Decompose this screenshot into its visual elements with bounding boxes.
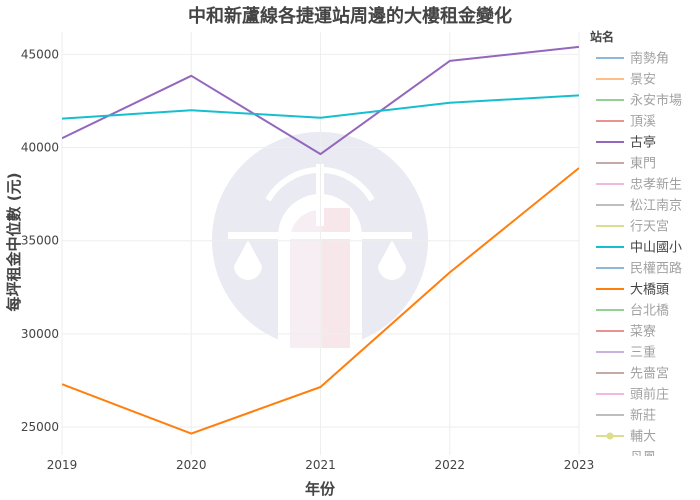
x-tick-label: 2020 (176, 458, 207, 472)
x-tick-label: 2019 (47, 458, 78, 472)
y-tick-label: 30000 (21, 327, 59, 341)
legend-item[interactable]: 行天宮 (596, 219, 669, 235)
legend-item[interactable]: 東門 (596, 156, 656, 172)
legend-label: 永安市場 (630, 93, 682, 109)
legend-label: 忠孝新生 (630, 177, 682, 193)
series-line-9 (62, 94, 579, 120)
legend-label: 丹鳳 (630, 451, 656, 466)
legend-label: 古亭 (630, 135, 656, 151)
legend-item[interactable]: 南勢角 (596, 51, 669, 67)
legend-item[interactable]: 忠孝新生 (596, 177, 682, 193)
legend-item[interactable]: 永安市場 (596, 93, 682, 109)
legend-item[interactable]: 中山國小 (596, 241, 682, 256)
legend-item[interactable]: 頂溪 (596, 115, 656, 130)
legend-item[interactable]: 松江南京 (596, 198, 682, 214)
x-tick-label: 2022 (434, 458, 465, 472)
legend-label: 中山國小 (630, 241, 682, 256)
y-tick-label: 35000 (21, 234, 59, 248)
legend-label: 先嗇宮 (630, 366, 669, 382)
y-axis-label: 每坪租金中位數 (元) (5, 173, 23, 312)
legend-marker (606, 432, 614, 440)
legend-item[interactable]: 丹鳳 (596, 451, 656, 466)
legend-label: 三重 (630, 345, 656, 361)
plot-area (62, 45, 579, 435)
legend-label: 菜寮 (630, 324, 656, 340)
legend-label: 松江南京 (630, 198, 682, 214)
series-line-4 (62, 45, 579, 156)
legend-title: 站名 (590, 29, 614, 44)
chart-title: 中和新蘆線各捷運站周邊的大樓租金變化 (188, 5, 512, 27)
legend-item[interactable]: 先嗇宮 (596, 366, 669, 382)
gridlines (61, 32, 580, 455)
legend-label: 民權西路 (630, 261, 682, 277)
y-tick-label: 45000 (21, 47, 59, 61)
legend-label: 輔大 (630, 430, 656, 445)
y-axis: 25000 30000 35000 40000 45000 (21, 47, 59, 434)
legend: 站名 南勢角景安永安市場頂溪古亭東門忠孝新生松江南京行天宮中山國小民權西路大橋頭… (590, 29, 682, 466)
series-line-11 (62, 167, 579, 435)
legend-item[interactable]: 古亭 (596, 135, 656, 151)
legend-item[interactable]: 菜寮 (596, 324, 656, 340)
legend-item[interactable]: 民權西路 (596, 261, 682, 277)
legend-item[interactable]: 景安 (596, 73, 656, 88)
legend-item[interactable]: 輔大 (596, 430, 656, 445)
x-axis-label: 年份 (305, 480, 336, 498)
x-axis: 2019 2020 2021 2022 2023 (47, 458, 595, 472)
y-tick-label: 25000 (21, 420, 59, 434)
legend-label: 頭前庄 (630, 387, 669, 403)
legend-label: 大橋頭 (630, 283, 669, 298)
y-tick-label: 40000 (21, 141, 59, 155)
legend-label: 東門 (630, 156, 656, 172)
legend-item[interactable]: 台北橋 (596, 304, 669, 319)
legend-label: 行天宮 (630, 219, 669, 235)
legend-label: 台北橋 (630, 304, 669, 319)
legend-label: 新莊 (630, 408, 656, 424)
legend-item[interactable]: 新莊 (596, 408, 656, 424)
legend-label: 南勢角 (630, 51, 669, 67)
legend-item[interactable]: 頭前庄 (596, 387, 669, 403)
x-tick-label: 2023 (564, 458, 595, 472)
x-tick-label: 2021 (305, 458, 336, 472)
legend-label: 頂溪 (630, 115, 656, 130)
legend-item[interactable]: 三重 (596, 345, 656, 361)
legend-item[interactable]: 大橋頭 (596, 283, 669, 298)
legend-label: 景安 (630, 73, 656, 88)
